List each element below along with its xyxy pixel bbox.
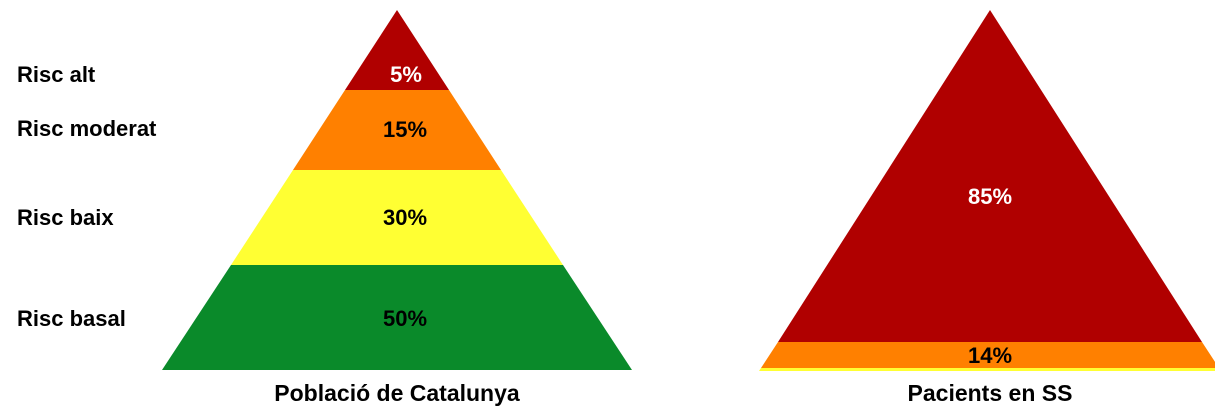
band-high	[345, 10, 449, 90]
pyramid-title: Pacients en SS	[908, 380, 1073, 406]
band-moderate	[761, 342, 1215, 368]
row-label: Risc moderat	[17, 116, 157, 141]
band-high	[778, 10, 1202, 342]
row-label: Risc baix	[17, 205, 114, 230]
level-label: 15%	[383, 117, 427, 142]
band-low	[759, 368, 1215, 371]
level-label: 14%	[968, 343, 1012, 368]
band-moderate	[293, 90, 501, 170]
level-label: 5%	[390, 62, 422, 87]
band-basal	[162, 265, 632, 370]
row-label: Risc basal	[17, 306, 126, 331]
level-label: 85%	[968, 184, 1012, 209]
level-label: 30%	[383, 205, 427, 230]
pyramid-title: Població de Catalunya	[274, 380, 520, 406]
row-label: Risc alt	[17, 62, 96, 87]
level-label: 50%	[383, 306, 427, 331]
band-low	[231, 170, 563, 265]
